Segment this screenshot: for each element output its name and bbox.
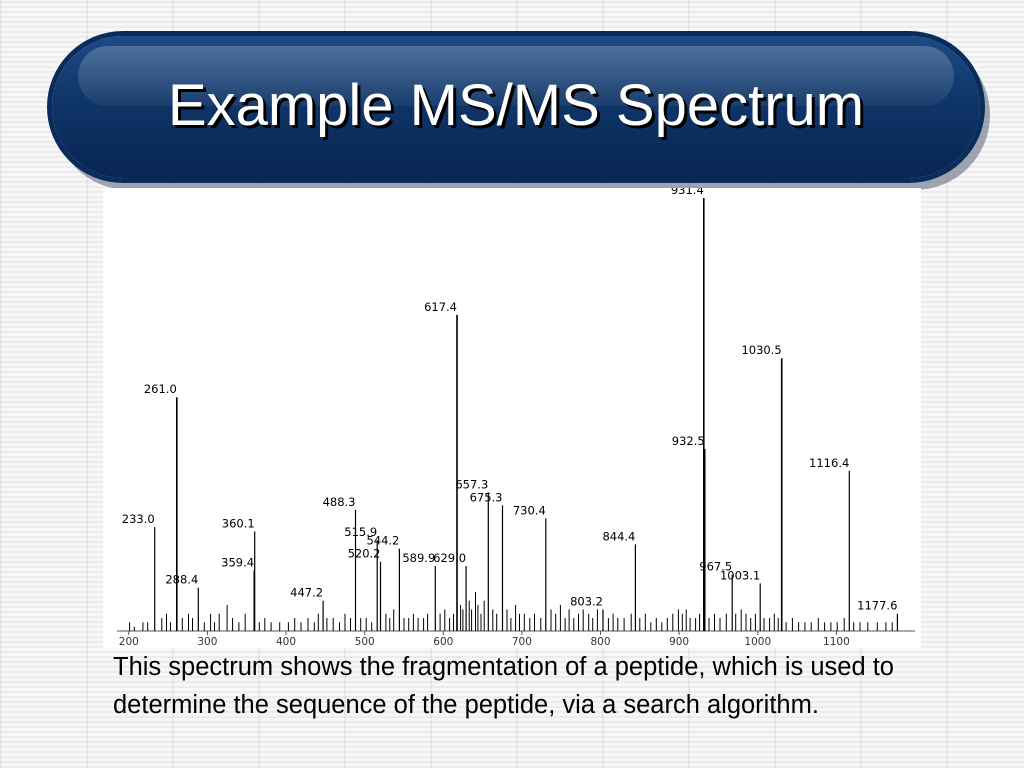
- minor-peaks: [129, 592, 893, 631]
- peak-label: 967.5: [699, 560, 732, 574]
- peak-label: 544.2: [366, 534, 399, 548]
- peak-label: 520.2: [348, 547, 381, 561]
- peak-label: 1177.6: [857, 599, 897, 613]
- x-tick-label: 1000: [744, 636, 771, 648]
- peak-label: 1030.5: [741, 343, 781, 357]
- title-banner: Example MS/MS Spectrum: [52, 36, 980, 178]
- x-tick-label: 1100: [823, 636, 850, 648]
- peak-label: 629.0: [433, 551, 466, 565]
- x-tick-label: 600: [433, 636, 453, 648]
- x-tick-label: 800: [590, 636, 610, 648]
- caption-text: This spectrum shows the fragmentation of…: [113, 653, 894, 719]
- peak-label: 931.4: [671, 188, 704, 197]
- peak-label: 447.2: [290, 586, 323, 600]
- x-tick-label: 900: [669, 636, 689, 648]
- peak-label: 730.4: [513, 503, 546, 517]
- peak-label: 657.3: [455, 477, 488, 491]
- peak-label: 233.0: [122, 512, 155, 526]
- peak-label: 288.4: [165, 573, 198, 587]
- peak-label: 261.0: [144, 382, 177, 396]
- peak-label: 359.4: [221, 555, 254, 569]
- x-ticks: 200 300 400 500 600 700 800 900 1000 1100: [119, 631, 850, 648]
- peak-label: 360.1: [222, 516, 255, 530]
- peak-label: 589.9: [402, 551, 435, 565]
- x-tick-label: 700: [512, 636, 532, 648]
- spectrum-chart: 233.0 261.0 288.4 359.4 360.1 447.2 488.3 515.9…: [103, 188, 921, 648]
- peak-label: 1116.4: [809, 456, 849, 470]
- slide-title: Example MS/MS Spectrum: [167, 73, 865, 138]
- spectrum-svg: 233.0 261.0 288.4 359.4 360.1 447.2 488.3 515.9…: [117, 188, 915, 648]
- x-tick-label: 300: [197, 636, 217, 648]
- peak-label: 515.9: [344, 525, 377, 539]
- x-tick-label: 400: [276, 636, 296, 648]
- peak-label: 1003.1: [720, 568, 760, 582]
- peak-label: 488.3: [323, 495, 356, 509]
- peak-label: 844.4: [602, 529, 635, 543]
- peak-label: 617.4: [424, 300, 457, 314]
- x-tick-label: 500: [355, 636, 375, 648]
- peak-label: 803.2: [570, 594, 603, 608]
- peak-label: 675.3: [470, 490, 503, 504]
- major-peaks: [154, 198, 899, 631]
- title-gloss: [78, 46, 954, 106]
- peak-label: 932.5: [672, 434, 705, 448]
- peak-labels: 233.0 261.0 288.4 359.4 360.1 447.2 488.3 515.9…: [122, 188, 898, 613]
- x-tick-label: 200: [119, 636, 139, 648]
